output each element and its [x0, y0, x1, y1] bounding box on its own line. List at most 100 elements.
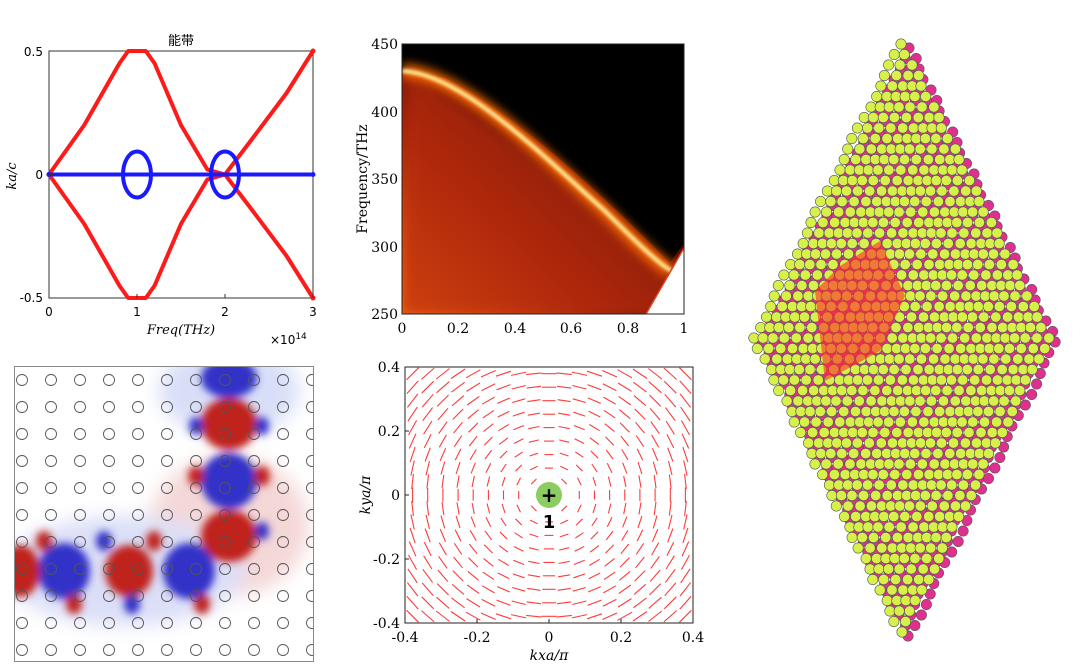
- yellow-site: [900, 342, 912, 354]
- yellow-site: [897, 122, 909, 134]
- pol-xtick-02: 0.2: [610, 630, 632, 646]
- pol-ytick-m04: -0.4: [373, 616, 400, 632]
- polarization-segment: [421, 380, 435, 394]
- yellow-site: [867, 217, 879, 229]
- yellow-site: [934, 259, 946, 271]
- polarization-segment: [456, 475, 460, 488]
- lattice-hole: [248, 590, 260, 602]
- yellow-site: [942, 489, 954, 501]
- yellow-site: [865, 143, 877, 155]
- yellow-site: [865, 395, 877, 407]
- yellow-site: [881, 594, 893, 606]
- polarization-segment: [470, 462, 476, 474]
- yellow-site: [916, 353, 928, 365]
- polarization-segment: [557, 385, 572, 389]
- yellow-site: [815, 447, 827, 459]
- polarization-segment: [558, 574, 571, 578]
- yellow-site: [946, 164, 958, 176]
- yellow-site: [900, 615, 912, 627]
- yellow-site: [894, 143, 906, 155]
- yellow-site: [823, 479, 835, 491]
- vortex-symbol: +: [541, 483, 558, 507]
- polarization-segment: [602, 612, 618, 621]
- polarization-segment: [665, 420, 675, 435]
- yellow-site: [899, 259, 911, 271]
- yellow-site: [1023, 353, 1035, 365]
- polarization-segment: [649, 569, 661, 583]
- polarization-segment: [679, 367, 692, 381]
- polarization-segment: [498, 424, 509, 432]
- yellow-site: [1010, 395, 1022, 407]
- lattice-hole: [190, 644, 202, 656]
- yellow-site: [991, 227, 1003, 239]
- lattice-hole: [16, 428, 28, 440]
- yellow-site: [799, 311, 811, 323]
- yellow-site: [946, 374, 958, 386]
- lattice-hole: [219, 590, 231, 602]
- yellow-site: [957, 479, 969, 491]
- yellow-site: [797, 384, 809, 396]
- polarization-segment: [496, 384, 511, 391]
- lattice-hole: [45, 428, 57, 440]
- polarization-segment: [603, 396, 617, 405]
- polarization-segment: [441, 501, 445, 516]
- polarization-segment: [530, 505, 537, 512]
- yellow-site: [915, 332, 927, 344]
- polarization-segment: [638, 475, 642, 488]
- polarization-segment: [422, 407, 434, 422]
- polarization-segment: [586, 613, 603, 620]
- yellow-site: [975, 426, 987, 438]
- polarization-segment: [668, 474, 672, 489]
- lattice-hole: [132, 617, 144, 629]
- yellow-site: [977, 206, 989, 218]
- polarization-segment: [465, 369, 481, 379]
- yellow-site: [801, 227, 813, 239]
- yellow-site: [1043, 332, 1055, 344]
- heatmap-chart: 450 400 350 300 250 0 0.2 0.4 0.6 0.8 1 …: [355, 37, 688, 337]
- yellow-site: [871, 447, 883, 459]
- yellow-site: [916, 584, 928, 596]
- yellow-site: [751, 342, 763, 354]
- yellow-site: [1015, 321, 1027, 333]
- polarization-segment: [512, 586, 526, 592]
- polarization-segment: [466, 598, 481, 608]
- yellow-site: [846, 133, 858, 145]
- polarization-segment: [406, 393, 419, 408]
- yellow-site: [785, 384, 797, 396]
- yellow-site: [893, 206, 905, 218]
- lattice-hole: [161, 374, 173, 386]
- polarization-segment: [621, 530, 629, 541]
- polarization-segment: [439, 447, 447, 462]
- field-lobe: [255, 417, 269, 435]
- polarization-segment: [558, 425, 570, 430]
- yellow-site: [933, 552, 945, 564]
- yellow-site: [909, 552, 921, 564]
- yellow-site: [883, 101, 895, 113]
- lattice-hole: [45, 590, 57, 602]
- polarization-segment: [604, 557, 615, 567]
- yellow-site: [967, 206, 979, 218]
- polarization-segment: [436, 381, 450, 394]
- yellow-site: [860, 196, 872, 208]
- polarization-segment: [408, 541, 417, 557]
- yellow-site: [1024, 321, 1036, 333]
- vortex-charge: 1: [543, 512, 556, 533]
- yellow-site: [983, 342, 995, 354]
- lattice-hole: [74, 428, 86, 440]
- band-xtick-3: 3: [309, 305, 317, 319]
- lattice-hole: [16, 536, 28, 548]
- polarization-segment: [515, 518, 523, 526]
- yellow-site: [928, 206, 940, 218]
- yellow-site: [988, 290, 1000, 302]
- polarization-segment: [575, 464, 583, 472]
- yellow-site: [904, 248, 916, 260]
- yellow-site: [1021, 290, 1033, 302]
- polarization-segment: [511, 384, 526, 390]
- yellow-site: [907, 227, 919, 239]
- lattice-hole: [132, 509, 144, 521]
- field-lobe: [188, 466, 204, 486]
- yellow-site: [942, 468, 954, 480]
- yellow-site: [959, 332, 971, 344]
- yellow-site: [900, 112, 912, 124]
- yellow-site: [997, 321, 1009, 333]
